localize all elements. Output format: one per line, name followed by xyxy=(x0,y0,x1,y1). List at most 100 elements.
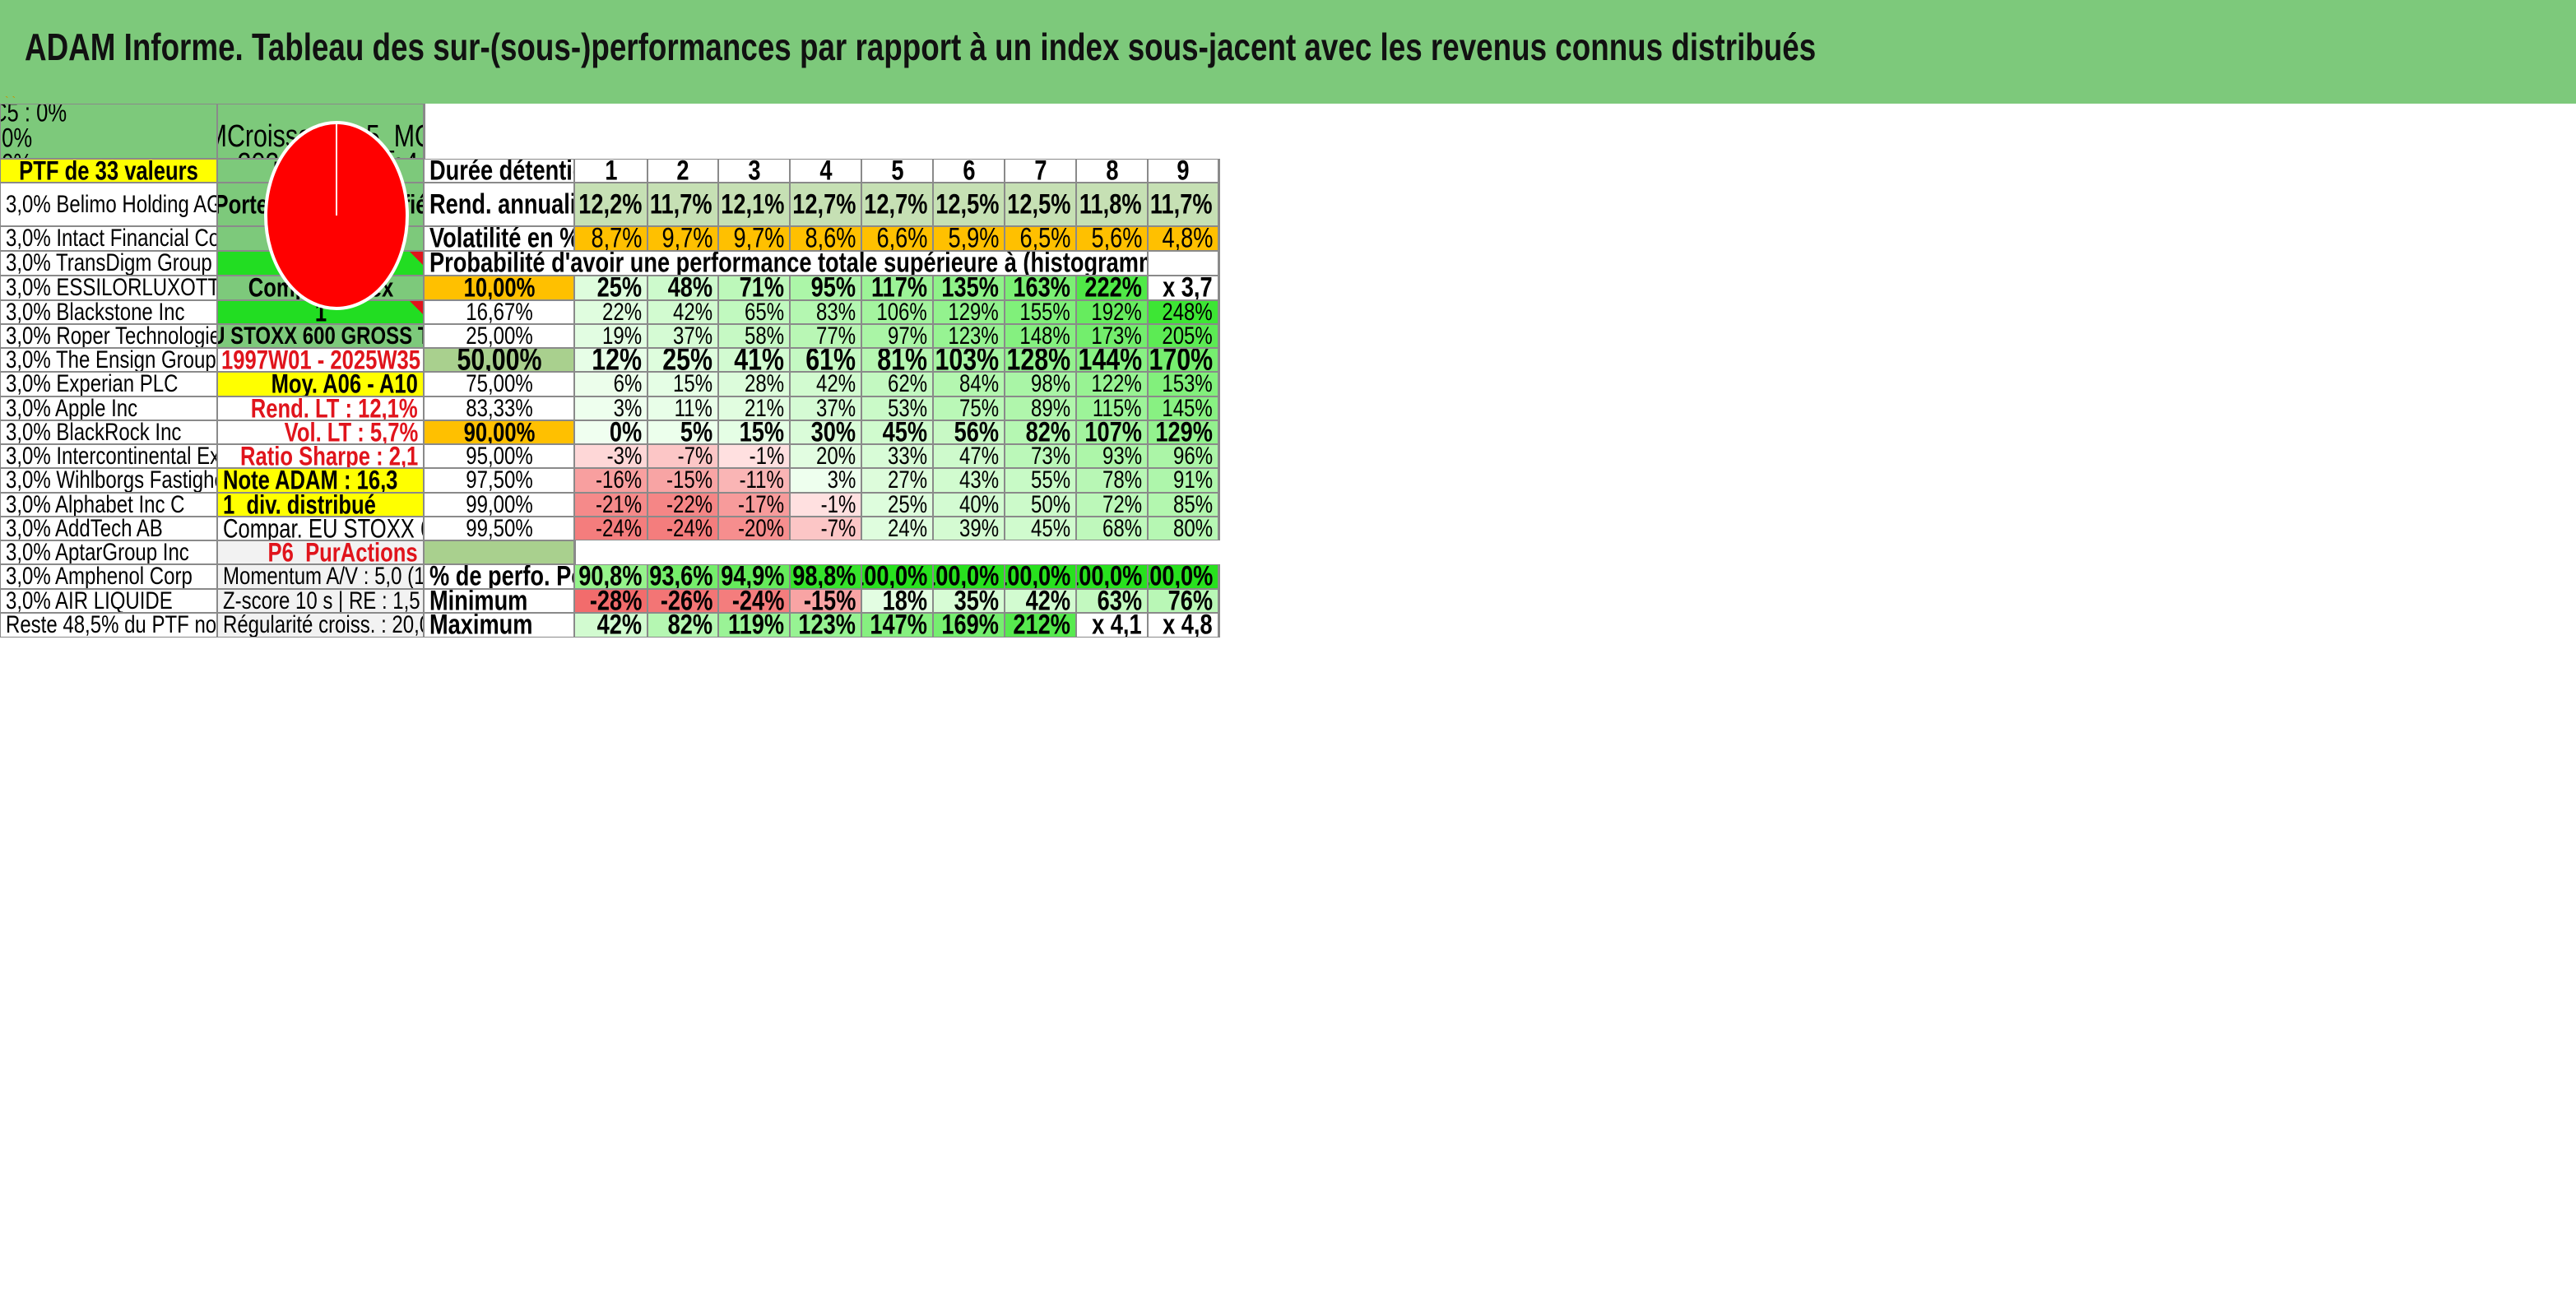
quantile-value: 192% xyxy=(1076,300,1148,324)
quantile-value: 95% xyxy=(790,276,861,300)
parameter-cell: EU STOXX 600 GROSS TR xyxy=(217,324,424,348)
minimum-value: 76% xyxy=(1148,589,1218,613)
maximum-value: 82% xyxy=(647,613,718,638)
quantile-value-text: 145% xyxy=(1162,396,1213,420)
quantile-value: -7% xyxy=(647,444,718,468)
quantile-label: 83,33% xyxy=(424,396,574,420)
quantile-value: 148% xyxy=(1005,324,1076,348)
quantile-label-text: 16,67% xyxy=(465,300,533,324)
quantile-value: -24% xyxy=(574,517,647,540)
maximum-value: 169% xyxy=(933,613,1005,638)
quantile-value: 144% xyxy=(1076,348,1148,372)
holding-row-label-text: 3,0% Roper Technologies I xyxy=(6,324,216,348)
holding-row-label-text: 3,0% Blackstone Inc xyxy=(6,300,185,324)
quantile-value-text: 89% xyxy=(1030,396,1070,420)
quantile-value: 65% xyxy=(718,300,790,324)
quantile-value: 72% xyxy=(1076,493,1148,517)
quantile-label: 99,00% xyxy=(424,493,574,517)
quantile-label: 99,50% xyxy=(424,517,574,540)
quantile-value-text: 25% xyxy=(596,276,642,300)
quantile-label-text: 83,33% xyxy=(465,396,533,420)
quantile-value: 222% xyxy=(1076,276,1148,300)
holding-row-label-text: 3,0% Wihlborgs Fastighete xyxy=(6,468,216,493)
quantile-value: 153% xyxy=(1148,372,1218,396)
holding-row-label: 3,0% Experian PLC xyxy=(0,372,217,396)
quantile-label-text: 50,00% xyxy=(456,348,542,372)
quantile-value: 33% xyxy=(861,444,933,468)
minimum-value: 42% xyxy=(1005,589,1076,613)
quantile-value: 24% xyxy=(861,517,933,540)
quantile-value: 15% xyxy=(718,420,790,444)
rend-value: 11,8% xyxy=(1076,183,1148,226)
quantile-value: 22% xyxy=(574,300,647,324)
maximum-value-text: 169% xyxy=(941,613,999,638)
quantile-value: 62% xyxy=(861,372,933,396)
quantile-value-text: 85% xyxy=(1172,493,1213,517)
quantile-value-text: 95% xyxy=(810,276,856,300)
quantile-value: 77% xyxy=(790,324,861,348)
quantile-value-text: -24% xyxy=(666,517,712,540)
rend-value: 11,7% xyxy=(1148,183,1218,226)
holding-row-label-text: Reste 48,5% du PTF non ventil. xyxy=(6,613,217,638)
quantile-value: 50% xyxy=(1005,493,1076,517)
holding-row-label: 3,0% TransDigm Group Inc xyxy=(0,251,217,276)
quantile-value: 25% xyxy=(574,276,647,300)
quantile-value: 80% xyxy=(1148,517,1218,540)
holding-row-label: 3,0% AIR LIQUIDE xyxy=(0,589,217,613)
holding-row-label-text: 3,0% The Ensign Group Inc xyxy=(6,348,216,372)
quantile-value-text: 55% xyxy=(1030,468,1070,493)
quantile-value-text: 72% xyxy=(1102,493,1142,517)
quantile-value-text: 33% xyxy=(887,444,927,468)
quantile-value-text: 56% xyxy=(954,420,999,444)
minimum-value: 86% xyxy=(1218,589,1220,613)
quantile-value: 47% xyxy=(933,444,1005,468)
quantile-value: 55% xyxy=(1005,468,1076,493)
quantile-value: 181% xyxy=(1218,372,1220,396)
holding-row-label: 3,0% AptarGroup Inc xyxy=(0,540,217,564)
quantile-label: 16,67% xyxy=(424,300,574,324)
quantile-value: 68% xyxy=(1076,517,1148,540)
year-header-text: 5 xyxy=(890,159,904,183)
parameter-cell-text: Momentum A/V : 5,0 (10=neutre) xyxy=(223,564,424,589)
quantile-value-text: -21% xyxy=(595,493,642,517)
quantile-value: 40% xyxy=(933,493,1005,517)
quantile-label-text: 99,50% xyxy=(465,517,533,540)
parameter-cell-text: Compar. EU STOXX 600 GROSS TR xyxy=(223,517,423,540)
maximum-value-text: x 4,1 xyxy=(1092,613,1143,638)
quantile-value: 122% xyxy=(1076,372,1148,396)
class-line-3: C3 : 0% xyxy=(1,149,32,159)
quantile-label: 75,00% xyxy=(424,372,574,396)
rend-value: 12,7% xyxy=(790,183,861,226)
positives-value: 100,0% xyxy=(933,564,1005,589)
parameter-cell: P6_PurActions xyxy=(217,540,424,564)
quantile-value: 45% xyxy=(1005,517,1076,540)
maximum-value: 147% xyxy=(861,613,933,638)
positives-value: 93,6% xyxy=(647,564,718,589)
vol-value: 6,6% xyxy=(861,226,933,251)
positives-value-text: 100,0% xyxy=(1005,564,1070,589)
quantile-value: 96% xyxy=(1148,444,1218,468)
vol-value-text: 4,8% xyxy=(1162,226,1213,251)
quantile-value: 93% xyxy=(1218,517,1220,540)
maximum-value-text: 147% xyxy=(870,613,927,638)
quantile-value-text: 68% xyxy=(1102,517,1142,540)
parameter-cell: Régularité croiss. : 20,0 / 20 xyxy=(217,613,424,638)
quantile-value-text: 75% xyxy=(958,396,999,420)
minimum-value-text: -24% xyxy=(731,589,785,613)
maximum-value-text: x 4,8 xyxy=(1163,613,1214,638)
quantile-label-text: 99,00% xyxy=(465,493,533,517)
quantile-value: 107% xyxy=(1076,420,1148,444)
quantile-value: 19% xyxy=(574,324,647,348)
holding-row-label-text: 3,0% Alphabet Inc C xyxy=(6,493,185,517)
quantile-value: 205% xyxy=(1148,324,1218,348)
parameter-cell: Compar. EU STOXX 600 GROSS TR xyxy=(217,517,424,540)
quantile-value: 135% xyxy=(933,276,1005,300)
quantile-value-text: 129% xyxy=(948,300,999,324)
vol-value: 5,4% xyxy=(1218,226,1220,251)
quantile-value-text: 81% xyxy=(877,348,927,372)
vol-value: 9,7% xyxy=(647,226,718,251)
vol-value: 6,5% xyxy=(1005,226,1076,251)
quantile-value: 173% xyxy=(1076,324,1148,348)
vol-value-text: 6,6% xyxy=(876,226,927,251)
quantile-value: 210% xyxy=(1218,348,1220,372)
